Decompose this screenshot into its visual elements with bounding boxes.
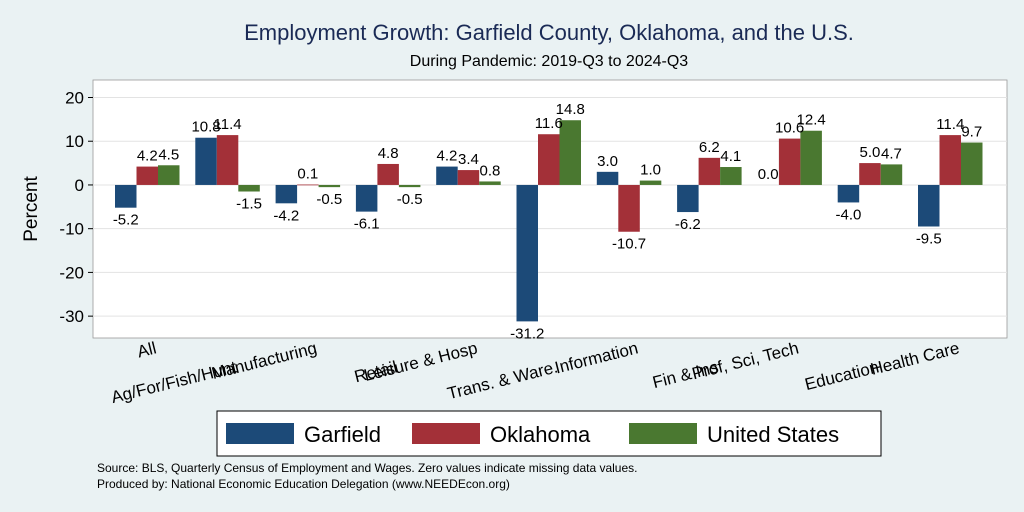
legend-swatch-garfield (226, 423, 294, 444)
bar-value-label: -31.2 (510, 325, 544, 342)
bar-garfield (516, 184, 538, 322)
bar-value-label: 11.6 (535, 115, 563, 132)
legend-swatch-united-states (629, 423, 697, 444)
bar-value-label: 4.8 (378, 145, 399, 162)
bar-garfield (275, 184, 298, 204)
legend-box (216, 410, 882, 457)
bar-oklahoma (939, 135, 961, 185)
bar-garfield (115, 184, 137, 208)
bar-united-states (479, 181, 501, 185)
bar-oklahoma (136, 166, 158, 185)
bar-value-label: 4.7 (881, 145, 902, 162)
bar-garfield (195, 137, 217, 185)
bar-garfield (677, 184, 699, 213)
bar-value-label: -10.7 (612, 236, 646, 253)
bar-garfield (355, 184, 378, 212)
bar-value-label: 4.5 (158, 146, 179, 163)
y-axis-ticks: 20 10 0 -10 -20 -30 (59, 88, 93, 326)
bar-value-label: 12.4 (797, 112, 826, 129)
bar-value-label: 14.8 (556, 101, 585, 118)
value-labels: -5.24.2 4.510.811.4-1.5-4.20.1-0.5-6.14.8… (113, 101, 982, 342)
legend-label: Oklahoma (490, 422, 591, 447)
bar-united-states (800, 130, 822, 185)
bar-united-states (398, 184, 421, 188)
bar-united-states (639, 180, 662, 185)
bar-united-states (158, 165, 180, 185)
bar-value-label: -4.0 (836, 206, 862, 223)
bar-value-label: -0.5 (316, 191, 342, 208)
bar-united-states (720, 167, 742, 185)
bar-value-label: 11.4 (936, 116, 964, 133)
bar-value-label: -5.2 (113, 212, 139, 229)
producer-note: Produced by: National Economic Education… (97, 477, 510, 491)
bar-value-label: -6.2 (675, 216, 701, 233)
bar-oklahoma (216, 135, 239, 185)
bar-value-label: 0.0 (758, 166, 779, 183)
bar-value-label: 4.2 (437, 148, 458, 165)
bar-united-states (559, 120, 581, 185)
bar-oklahoma (457, 170, 480, 185)
bar-value-label: -9.5 (916, 230, 942, 247)
bar-oklahoma (859, 163, 881, 185)
bar-oklahoma (538, 134, 560, 185)
bar-garfield (918, 184, 940, 227)
bar-value-label: 5.0 (860, 144, 881, 161)
bar-oklahoma (377, 163, 399, 185)
bar-value-label: 4.1 (720, 148, 741, 165)
bar-value-label: -1.5 (236, 196, 262, 213)
bar-united-states (238, 184, 260, 192)
category-label: All (135, 338, 158, 361)
bar-garfield (596, 171, 619, 185)
bar-value-label: -6.1 (354, 216, 380, 233)
bar-value-label: -4.2 (273, 207, 299, 224)
chart-title: Employment Growth: Garfield County, Okla… (244, 20, 854, 45)
source-note: Source: BLS, Quarterly Census of Employm… (97, 461, 637, 475)
plot-area (92, 79, 1008, 339)
y-tick-label: -20 (59, 263, 84, 282)
bar-oklahoma (698, 157, 721, 185)
y-tick-label: -10 (59, 220, 84, 239)
y-tick-label: -30 (59, 307, 84, 326)
y-tick-label: 0 (75, 176, 84, 195)
bar-value-label: 0.1 (297, 166, 318, 183)
bar-value-label: 9.7 (961, 124, 982, 141)
y-tick-label: 10 (65, 132, 84, 151)
legend-label: United States (707, 422, 839, 447)
legend: Garfield Oklahoma United States (226, 422, 839, 447)
bar-value-label: 3.0 (597, 153, 618, 170)
bar-oklahoma (297, 184, 319, 186)
legend-swatch-oklahoma (412, 423, 480, 444)
bar-series (115, 120, 983, 322)
bar-oklahoma (618, 184, 640, 232)
bar-value-label: 4.2 (137, 148, 158, 165)
bar-value-label: 1.0 (640, 162, 661, 179)
bar-value-label: 0.8 (480, 162, 501, 179)
bar-united-states (880, 164, 903, 185)
bar-oklahoma (778, 138, 801, 185)
bar-value-label: 3.4 (458, 151, 479, 168)
bar-value-label: -0.5 (397, 191, 423, 208)
bar-united-states (318, 184, 341, 188)
legend-label: Garfield (304, 422, 381, 447)
y-tick-label: 20 (65, 88, 84, 107)
bar-value-label: 6.2 (699, 139, 720, 156)
bar-value-label: 10.6 (775, 120, 804, 137)
bar-garfield (436, 166, 458, 185)
y-axis-label: Percent (21, 176, 42, 242)
bar-united-states (961, 142, 983, 185)
bar-value-label: 11.4 (214, 116, 242, 133)
bar-value-label: 10.8 (191, 119, 220, 136)
bar-garfield (837, 184, 860, 203)
chart-subtitle: During Pandemic: 2019-Q3 to 2024-Q3 (410, 53, 688, 70)
